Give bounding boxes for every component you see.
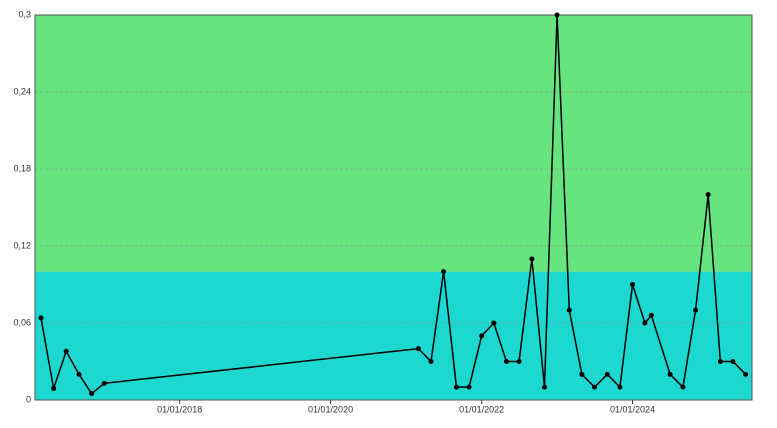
point <box>693 307 699 313</box>
band <box>35 15 752 272</box>
y-tick-label: 0,06 <box>13 317 31 327</box>
point <box>554 12 560 18</box>
x-tick-label: 01/01/2020 <box>308 404 353 414</box>
point <box>415 346 421 352</box>
point <box>667 371 673 377</box>
point <box>566 307 572 313</box>
point <box>101 380 107 386</box>
point <box>630 282 636 287</box>
point <box>541 384 547 390</box>
point <box>453 384 459 390</box>
point <box>743 371 749 377</box>
point <box>579 371 585 377</box>
point <box>516 359 522 364</box>
point <box>491 320 497 326</box>
y-tick-label: 0 <box>26 394 31 404</box>
point <box>642 320 648 326</box>
y-tick-label: 0,3 <box>18 9 31 19</box>
x-tick-label: 01/01/2024 <box>610 404 655 414</box>
point <box>680 384 686 390</box>
y-tick-label: 0,12 <box>13 240 31 250</box>
point <box>51 385 57 391</box>
point <box>466 384 472 390</box>
point <box>503 359 509 364</box>
point <box>617 384 623 390</box>
point <box>529 256 535 262</box>
point <box>604 371 610 377</box>
band <box>35 271 752 400</box>
plot-frame <box>34 14 753 401</box>
point <box>730 359 736 364</box>
point <box>63 348 69 354</box>
point <box>428 359 434 364</box>
point <box>717 359 723 364</box>
x-tick-label: 01/01/2022 <box>459 404 504 414</box>
point <box>705 192 711 198</box>
y-tick-label: 0,24 <box>13 86 31 96</box>
point <box>479 333 485 339</box>
x-tick-label: 01/01/2018 <box>157 404 202 414</box>
point <box>38 315 44 321</box>
point <box>648 312 654 318</box>
y-tick-label: 0,18 <box>13 163 31 173</box>
point <box>441 269 447 275</box>
point <box>76 371 82 377</box>
point <box>89 391 95 397</box>
point <box>592 384 598 390</box>
